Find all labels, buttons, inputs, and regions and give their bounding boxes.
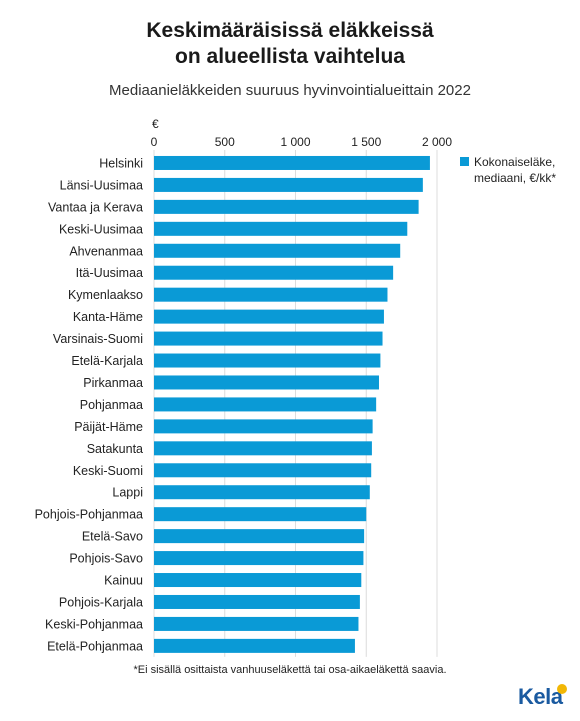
bar xyxy=(154,551,364,566)
bar xyxy=(154,616,359,631)
bar xyxy=(154,331,383,346)
x-tick-label: 500 xyxy=(215,135,235,149)
bar xyxy=(154,199,419,214)
axis-unit-label: € xyxy=(152,117,159,131)
chart-title-line-2: on alueellista vaihtelua xyxy=(175,45,405,68)
x-tick-label: 2 000 xyxy=(422,135,452,149)
kela-logo: Kela xyxy=(518,684,563,709)
bar xyxy=(154,287,388,302)
category-label: Etelä-Pohjanmaa xyxy=(47,639,143,653)
bar xyxy=(154,375,379,390)
category-label: Etelä-Karjala xyxy=(71,354,143,368)
category-label: Keski-Suomi xyxy=(73,464,143,478)
x-tick-label: 1 500 xyxy=(351,135,381,149)
bar xyxy=(154,265,394,280)
bar xyxy=(154,441,372,456)
bar xyxy=(154,638,355,653)
bar xyxy=(154,529,365,544)
category-label: Itä-Uusimaa xyxy=(76,266,143,280)
chart-subtitle: Mediaanieläkkeiden suuruus hyvinvointial… xyxy=(109,82,471,99)
bar xyxy=(154,594,360,609)
chart-title: Keskimääräisissä eläkkeissä on alueellis… xyxy=(0,18,580,70)
bar xyxy=(154,463,372,478)
bar xyxy=(154,221,408,236)
x-tick-label: 1 000 xyxy=(280,135,310,149)
category-label: Pohjois-Pohjanmaa xyxy=(35,508,143,522)
category-label: Pirkanmaa xyxy=(83,376,143,390)
bar xyxy=(154,353,381,368)
category-label: Lappi xyxy=(112,486,143,500)
category-label: Varsinais-Suomi xyxy=(53,332,143,346)
bar xyxy=(154,243,401,258)
category-label: Pohjois-Karjala xyxy=(59,595,143,609)
bar xyxy=(154,485,370,500)
logo-dot-icon xyxy=(557,684,567,694)
bar xyxy=(154,507,367,522)
x-tick-label: 0 xyxy=(151,135,158,149)
category-label: Ahvenanmaa xyxy=(69,244,143,258)
bar xyxy=(154,573,362,588)
category-label: Länsi-Uusimaa xyxy=(60,178,143,192)
category-label: Pohjanmaa xyxy=(80,398,143,412)
category-label: Vantaa ja Kerava xyxy=(48,200,143,214)
category-label: Kymenlaakso xyxy=(68,288,143,302)
category-label: Etelä-Savo xyxy=(82,530,143,544)
category-label: Satakunta xyxy=(87,442,143,456)
bar xyxy=(154,155,430,170)
category-label: Kanta-Häme xyxy=(73,310,143,324)
legend-label: Kokonaiseläke, mediaani, €/kk* xyxy=(474,154,574,186)
category-label: Kainuu xyxy=(104,574,143,588)
chart-title-line-1: Keskimääräisissä eläkkeissä xyxy=(146,19,434,42)
bar xyxy=(154,419,373,434)
bar xyxy=(154,397,377,412)
bar xyxy=(154,309,384,324)
footnote: *Ei sisällä osittaista vanhuuseläkettä t… xyxy=(133,664,447,676)
category-label: Keski-Uusimaa xyxy=(59,222,143,236)
legend-label-line-1: Kokonaiseläke, xyxy=(474,155,556,169)
category-label: Pohjois-Savo xyxy=(69,552,143,566)
bar xyxy=(154,177,423,192)
category-label: Keski-Pohjanmaa xyxy=(45,617,143,631)
legend-swatch xyxy=(460,157,469,166)
category-label: Helsinki xyxy=(99,156,143,170)
legend-label-line-2: mediaani, €/kk* xyxy=(474,171,557,185)
category-label: Päijät-Häme xyxy=(74,420,143,434)
